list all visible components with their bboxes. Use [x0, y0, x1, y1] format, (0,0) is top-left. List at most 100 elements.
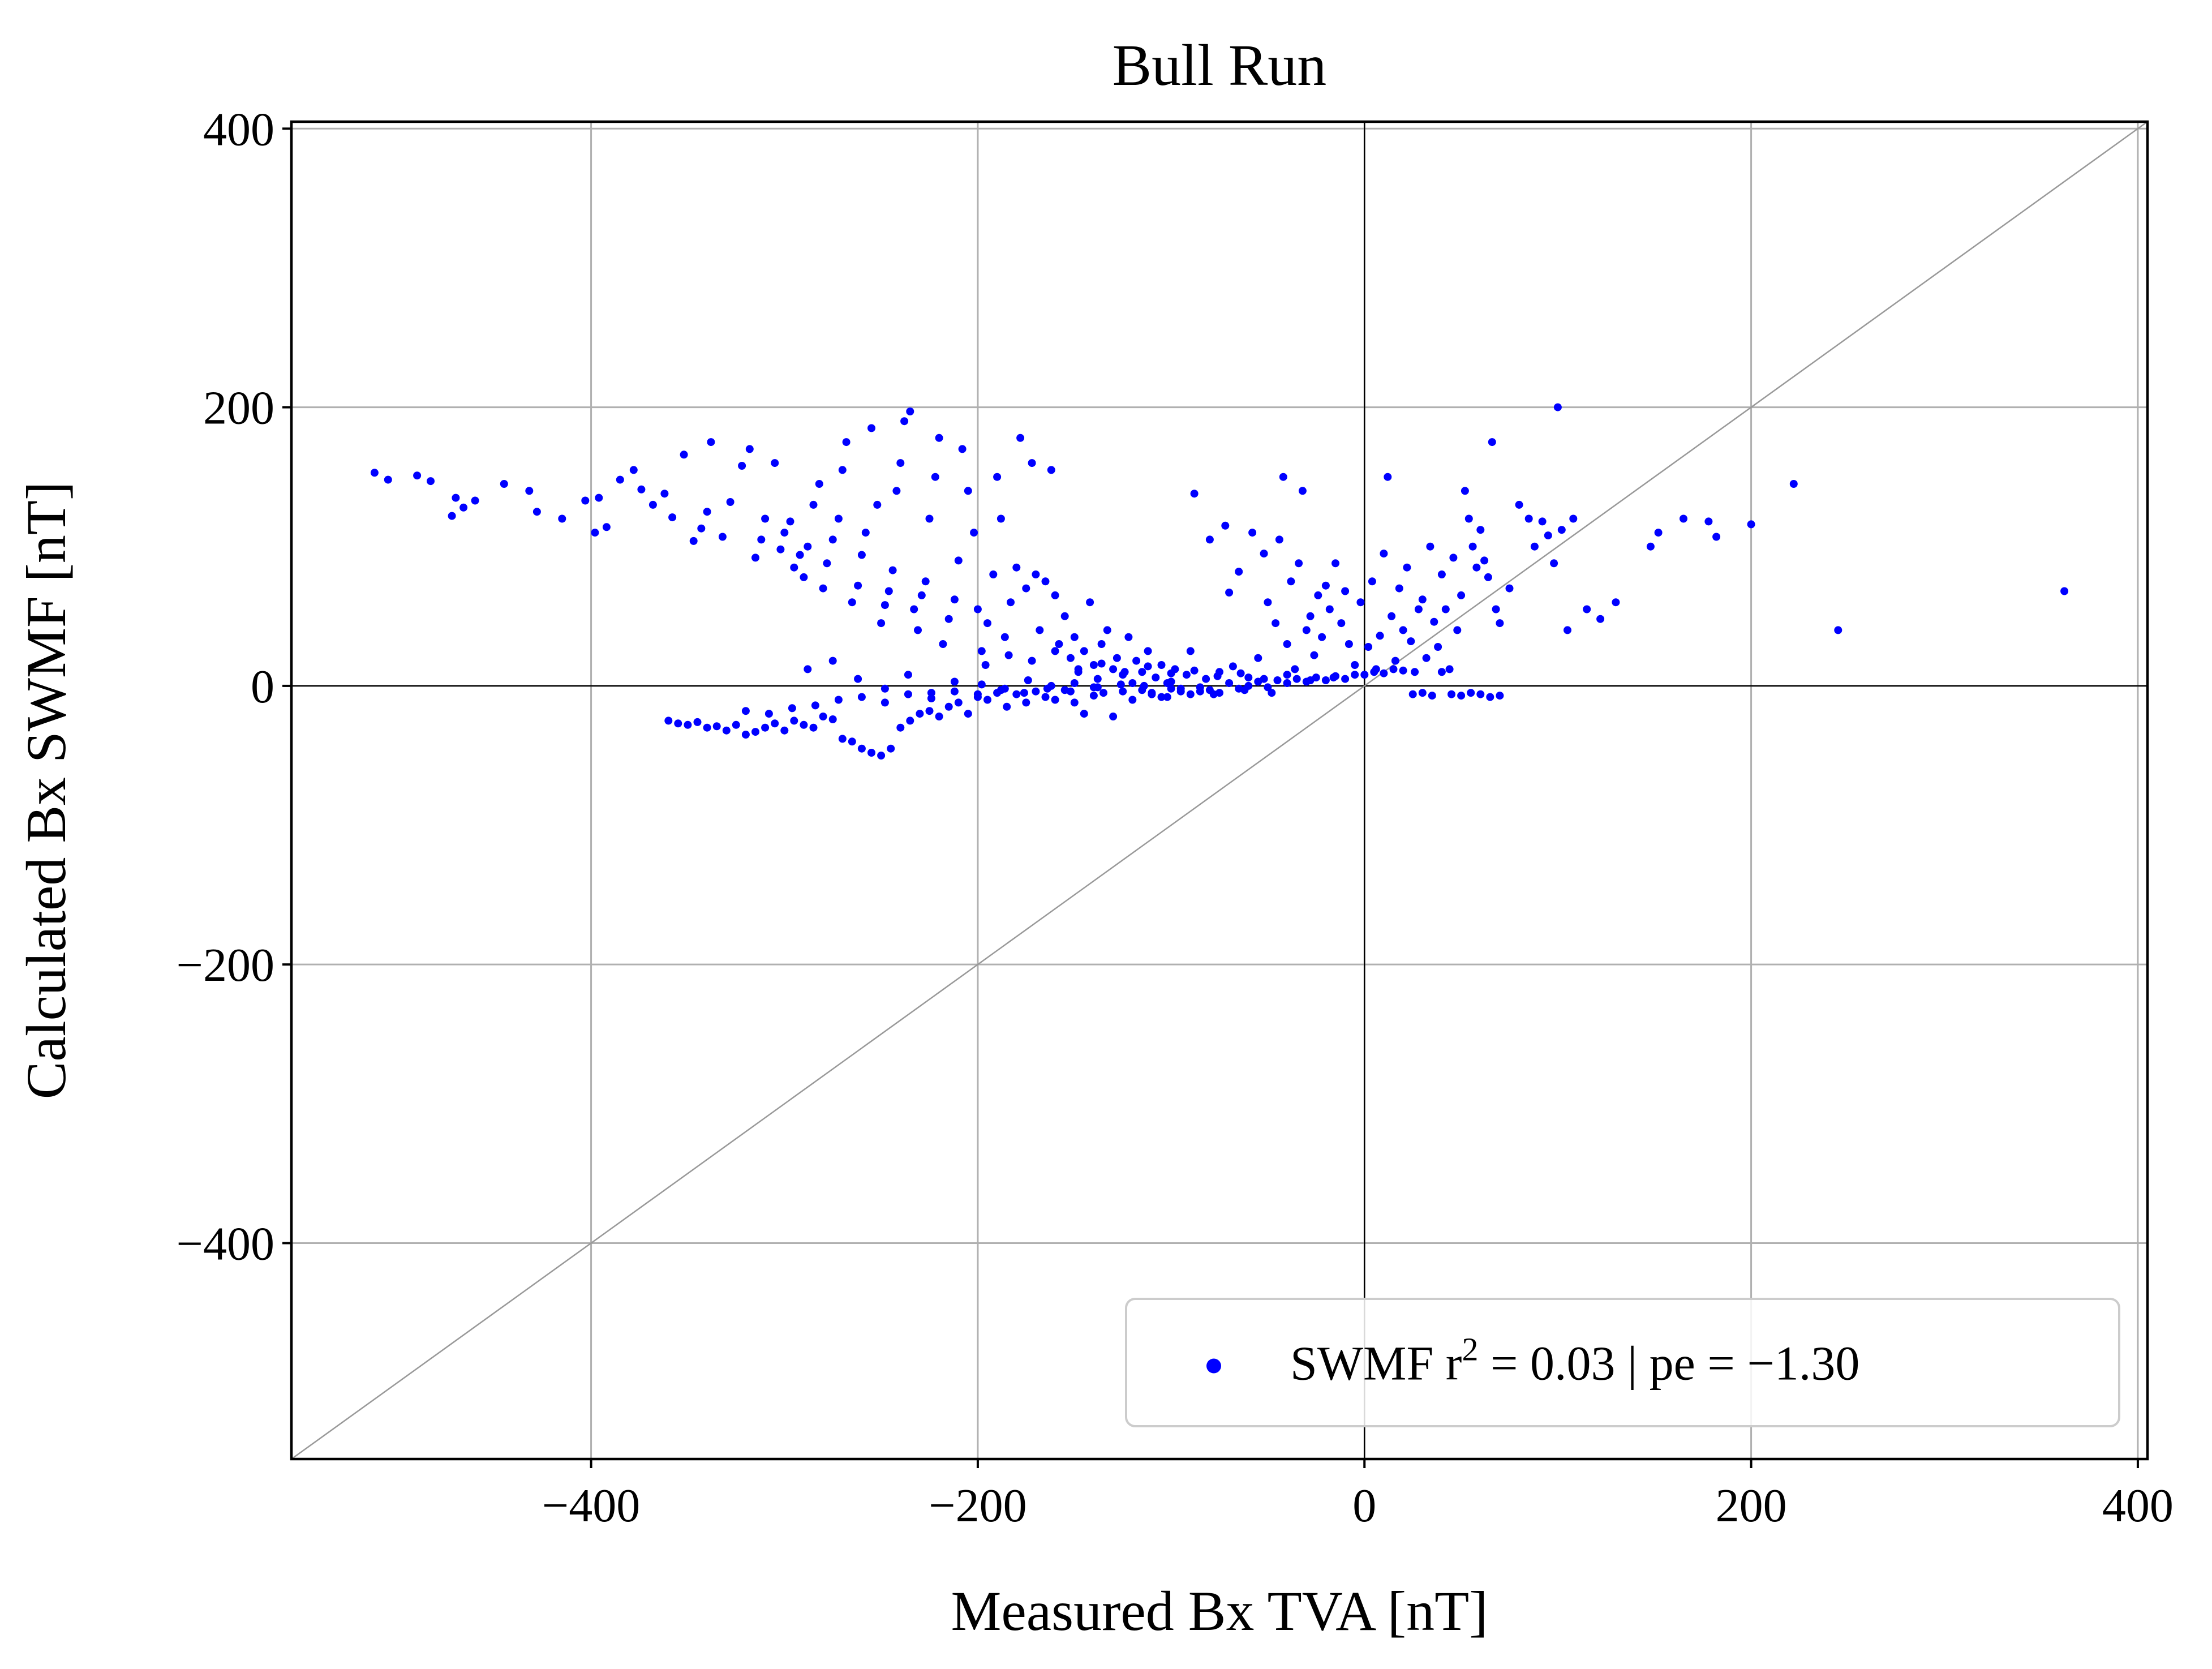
- data-point: [1496, 692, 1504, 700]
- data-point: [1557, 526, 1566, 534]
- data-point: [1113, 654, 1121, 662]
- data-point: [616, 475, 624, 484]
- data-point: [648, 500, 657, 509]
- data-point: [703, 723, 711, 732]
- data-point: [958, 445, 967, 453]
- y-tick-label: −200: [177, 939, 274, 992]
- x-tick-label: 200: [1716, 1479, 1787, 1532]
- data-point: [1167, 669, 1175, 677]
- data-point: [1022, 584, 1030, 593]
- data-point: [1524, 514, 1533, 523]
- data-point: [954, 698, 963, 707]
- data-point: [1388, 612, 1396, 620]
- x-tick-label: −400: [542, 1479, 640, 1532]
- data-point: [1492, 605, 1500, 613]
- identity-line: [291, 121, 2148, 1460]
- data-point: [1646, 542, 1655, 551]
- data-point: [697, 524, 706, 533]
- data-point: [1408, 690, 1417, 698]
- data-point: [1298, 487, 1307, 495]
- legend-label-superscript: 2: [1462, 1331, 1478, 1368]
- data-point: [1314, 591, 1322, 599]
- data-point: [877, 752, 886, 760]
- data-point: [925, 707, 934, 715]
- data-point: [1060, 612, 1069, 620]
- data-point: [1119, 687, 1127, 696]
- data-point: [896, 459, 905, 467]
- data-point: [1411, 668, 1419, 676]
- data-point: [880, 684, 889, 693]
- data-point: [1205, 535, 1214, 544]
- data-point: [718, 533, 727, 541]
- data-point: [914, 626, 922, 634]
- data-point: [1273, 676, 1282, 684]
- data-point: [1086, 598, 1094, 607]
- data-point: [1264, 683, 1272, 692]
- data-point: [1457, 692, 1466, 700]
- data-point: [602, 523, 611, 531]
- data-point: [757, 535, 766, 544]
- data-point: [925, 514, 934, 523]
- data-point: [877, 619, 886, 628]
- data-point: [1434, 643, 1442, 651]
- data-point: [1553, 403, 1562, 411]
- data-point: [1295, 559, 1303, 568]
- data-point: [1124, 633, 1133, 641]
- x-tick-label: 400: [2102, 1479, 2174, 1532]
- data-point: [1260, 675, 1268, 683]
- data-point: [1428, 692, 1436, 700]
- data-point: [1066, 654, 1075, 662]
- data-point: [867, 749, 875, 757]
- data-point: [1055, 640, 1063, 648]
- data-point: [896, 723, 905, 732]
- legend-label-prefix: SWMF r: [1290, 1336, 1462, 1391]
- data-point: [1306, 612, 1315, 620]
- data-point: [1004, 651, 1013, 659]
- data-point: [780, 529, 789, 537]
- data-point: [997, 686, 1005, 694]
- data-point: [1229, 662, 1237, 671]
- data-point: [1437, 668, 1446, 676]
- data-point: [1000, 633, 1009, 641]
- data-point: [384, 475, 392, 484]
- data-point: [761, 723, 770, 732]
- data-point: [1268, 689, 1276, 697]
- data-point: [796, 551, 804, 559]
- data-point: [1043, 684, 1051, 693]
- data-point: [819, 713, 827, 720]
- data-point: [471, 496, 479, 505]
- data-point: [1028, 459, 1036, 467]
- data-point: [887, 744, 895, 753]
- data-point: [848, 737, 856, 746]
- data-point: [1032, 570, 1040, 578]
- data-point: [1612, 598, 1620, 607]
- data-point: [964, 710, 972, 718]
- data-point: [1704, 517, 1713, 526]
- data-point: [828, 535, 837, 544]
- data-point: [500, 480, 508, 488]
- data-point: [950, 677, 959, 686]
- data-point: [884, 587, 893, 595]
- data-point: [413, 471, 422, 480]
- data-point: [1332, 559, 1339, 568]
- data-point: [1235, 568, 1243, 576]
- x-tick-label: −200: [929, 1479, 1026, 1532]
- data-point: [1418, 689, 1427, 697]
- data-point: [1089, 661, 1098, 669]
- data-point: [1097, 659, 1106, 668]
- data-point: [1399, 666, 1407, 675]
- data-point: [1128, 696, 1137, 704]
- data-point: [1260, 550, 1268, 558]
- data-point: [1345, 640, 1353, 648]
- data-point: [370, 469, 379, 477]
- data-point: [1437, 570, 1446, 578]
- data-point: [804, 542, 812, 551]
- data-point: [800, 573, 808, 581]
- data-point: [1016, 434, 1025, 442]
- data-point: [712, 722, 721, 731]
- data-point: [1148, 690, 1156, 698]
- data-point: [1445, 665, 1454, 673]
- data-point: [804, 665, 812, 673]
- data-point: [1368, 577, 1376, 586]
- data-point: [1341, 675, 1350, 683]
